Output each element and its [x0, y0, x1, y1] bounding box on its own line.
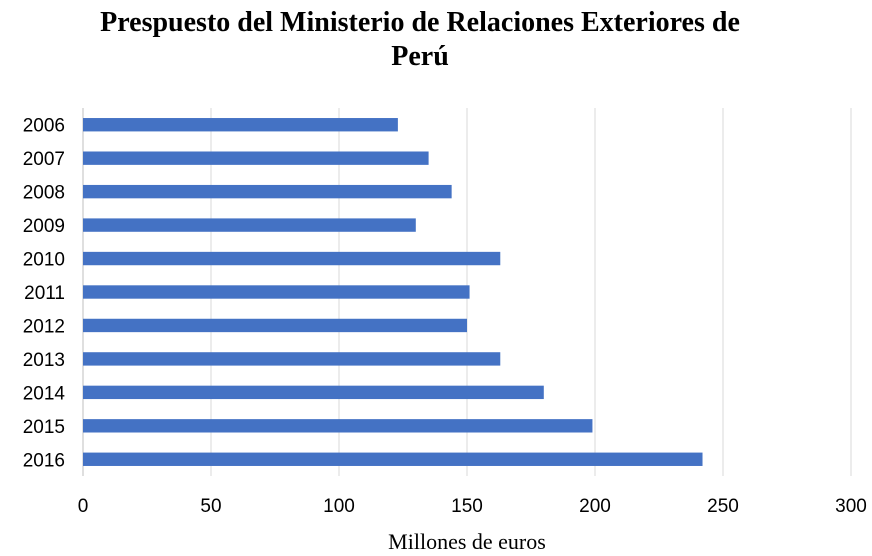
y-tick-label-2008: 2008 — [23, 183, 65, 204]
bar-2011 — [83, 285, 470, 299]
bars — [83, 118, 703, 466]
y-tick-label-2009: 2009 — [23, 216, 65, 237]
x-tick-label-50: 50 — [200, 496, 221, 517]
x-tick-label-150: 150 — [451, 496, 483, 517]
y-tick-label-2012: 2012 — [23, 316, 65, 337]
x-axis-tick-labels: 0 50 100 150 200 250 300 — [78, 496, 867, 517]
y-tick-label-2007: 2007 — [23, 149, 65, 170]
y-tick-label-2011: 2011 — [24, 283, 65, 304]
x-tick-label-300: 300 — [835, 496, 867, 517]
x-tick-label-200: 200 — [579, 496, 611, 517]
y-tick-label-2010: 2010 — [23, 250, 65, 271]
bar-2010 — [83, 251, 501, 266]
y-tick-label-2015: 2015 — [23, 417, 65, 438]
x-tick-label-0: 0 — [78, 496, 89, 517]
bar-2012 — [83, 318, 467, 333]
bar-2016 — [83, 452, 703, 466]
bar-2013 — [83, 352, 501, 366]
y-tick-label-2013: 2013 — [23, 350, 65, 371]
x-axis-title: Millones de euros — [388, 529, 546, 554]
y-tick-label-2014: 2014 — [23, 383, 66, 404]
y-tick-label-2016: 2016 — [23, 450, 65, 471]
bar-2014 — [83, 385, 544, 400]
bar-2006 — [83, 118, 398, 132]
y-axis-tick-labels: 2006 2007 2008 2009 2010 2011 2012 2013 2014 2015… — [23, 116, 66, 472]
chart-title-line-2: Perú — [391, 41, 449, 72]
bar-2015 — [83, 419, 593, 433]
x-tick-label-100: 100 — [323, 496, 355, 517]
bar-2007 — [83, 151, 429, 165]
bar-2008 — [83, 184, 452, 199]
bar-2009 — [83, 218, 416, 232]
chart-title-line-1: Prespuesto del Ministerio de Relaciones … — [100, 7, 740, 38]
y-tick-label-2006: 2006 — [23, 116, 65, 137]
x-tick-label-250: 250 — [707, 496, 739, 517]
chart-title: Prespuesto del Ministerio de Relaciones … — [0, 6, 840, 74]
